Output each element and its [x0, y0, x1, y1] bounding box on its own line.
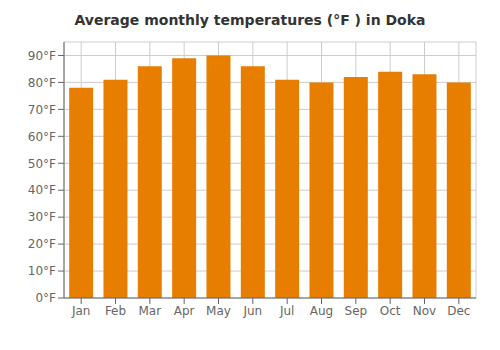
svg-text:Feb: Feb: [105, 304, 126, 318]
svg-text:10°F: 10°F: [28, 264, 56, 278]
svg-text:50°F: 50°F: [28, 157, 56, 171]
svg-text:70°F: 70°F: [28, 103, 56, 117]
svg-text:Aug: Aug: [310, 304, 333, 318]
svg-text:Apr: Apr: [174, 304, 195, 318]
svg-text:30°F: 30°F: [28, 210, 56, 224]
svg-text:20°F: 20°F: [28, 237, 56, 251]
svg-text:60°F: 60°F: [28, 130, 56, 144]
svg-text:90°F: 90°F: [28, 49, 56, 63]
svg-text:Sep: Sep: [345, 304, 368, 318]
svg-text:May: May: [206, 304, 231, 318]
svg-text:Oct: Oct: [380, 304, 401, 318]
svg-text:Jun: Jun: [242, 304, 262, 318]
svg-text:Jan: Jan: [71, 304, 91, 318]
svg-text:40°F: 40°F: [28, 183, 56, 197]
svg-text:Jul: Jul: [279, 304, 294, 318]
svg-text:Nov: Nov: [413, 304, 436, 318]
svg-text:0°F: 0°F: [35, 291, 56, 305]
svg-text:80°F: 80°F: [28, 76, 56, 90]
html-text:Average monthly temperatures (: Average monthly temperatures (°F ) in Do…: [74, 12, 426, 28]
svg-text:Mar: Mar: [139, 304, 162, 318]
svg-text:Dec: Dec: [447, 304, 470, 318]
